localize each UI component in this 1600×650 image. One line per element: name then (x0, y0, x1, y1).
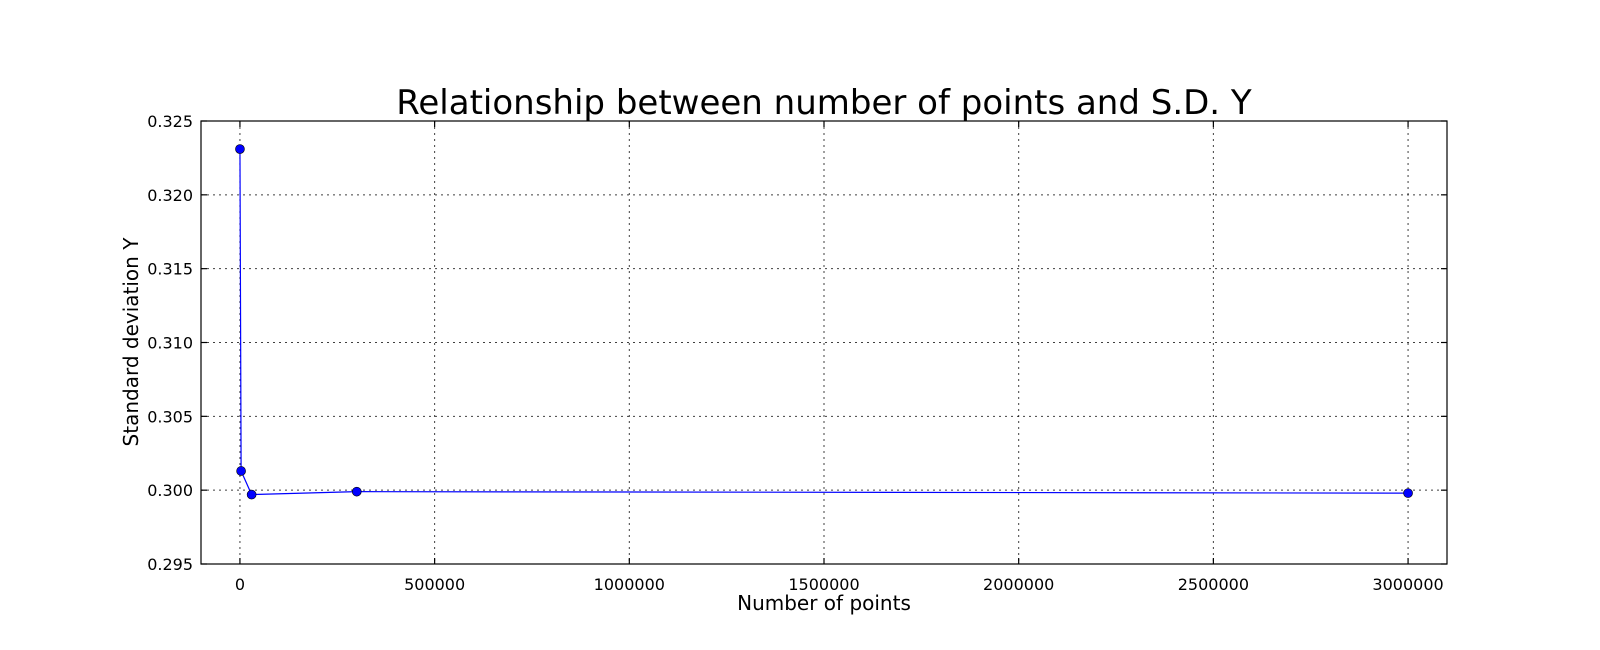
grid-lines (201, 120, 1447, 565)
series-layer (235, 144, 1413, 500)
y-tick-label: 0.310 (147, 334, 193, 353)
y-tick-label: 0.295 (147, 555, 193, 574)
chart-title: Relationship between number of points an… (396, 83, 1252, 123)
data-point (1403, 488, 1413, 498)
y-tick-label: 0.325 (147, 112, 193, 131)
y-tick-label: 0.305 (147, 407, 193, 426)
data-point (351, 486, 362, 497)
x-tick-label: 2500000 (1178, 575, 1249, 594)
x-tick-label: 1000000 (594, 575, 665, 594)
data-point (236, 466, 246, 476)
x-tick-label: 1500000 (788, 575, 859, 594)
y-tick-labels: 0.295 0.300 0.305 0.310 0.315 0.320 0.325 (147, 112, 193, 574)
data-point (235, 144, 245, 154)
y-tick-label: 0.320 (147, 186, 193, 205)
x-tick-label: 2000000 (983, 575, 1054, 594)
x-tick-label: 3000000 (1372, 575, 1443, 594)
y-axis-label: Standard deviation Y (119, 237, 143, 447)
x-tick-label: 0 (235, 575, 245, 594)
x-tick-labels: 0 500000 1000000 1500000 2000000 2500000 30000… (235, 575, 1444, 594)
x-tick-label: 500000 (404, 575, 465, 594)
data-point (246, 489, 257, 500)
y-tick-label: 0.300 (147, 481, 193, 500)
axis-ticks (201, 120, 1447, 565)
y-tick-label: 0.315 (147, 260, 193, 279)
x-axis-label: Number of points (737, 591, 911, 615)
